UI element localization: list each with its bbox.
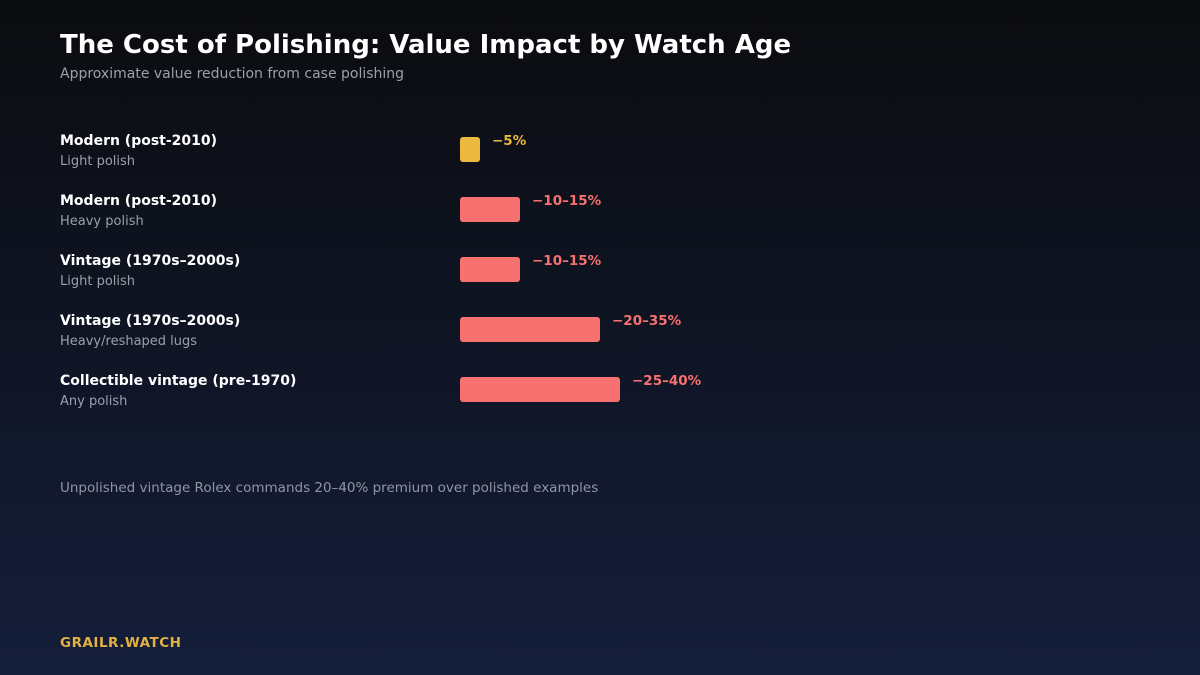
chart-bar [460,317,600,342]
chart-row: Collectible vintage (pre-1970) Any polish… [0,373,1200,413]
chart-bar [460,257,520,282]
category-detail-label: Heavy polish [60,214,144,229]
chart-bar [460,137,480,162]
category-label: Modern (post-2010) [60,133,218,149]
chart-bar [460,197,520,222]
chart-bar [460,377,620,402]
data-label: −10–15% [532,193,602,209]
chart-row: Vintage (1970s–2000s) Light polish −10–15% [0,253,1200,293]
data-label: −5% [492,133,527,149]
category-label: Vintage (1970s–2000s) [60,253,241,269]
category-label: Modern (post-2010) [60,193,218,209]
category-label: Vintage (1970s–2000s) [60,313,241,329]
chart-title: The Cost of Polishing: Value Impact by W… [60,30,792,60]
brand-logo-text: GRAILR.WATCH [60,635,182,651]
category-detail-label: Light polish [60,154,136,169]
chart-row: Vintage (1970s–2000s) Heavy/reshaped lugs… [0,313,1200,353]
chart-row: Modern (post-2010) Heavy polish −10–15% [0,193,1200,233]
category-detail-label: Any polish [60,394,128,409]
data-label: −10–15% [532,253,602,269]
data-label: −20–35% [612,313,682,329]
chart-subtitle: Approximate value reduction from case po… [60,66,405,82]
data-label: −25–40% [632,373,702,389]
category-detail-label: Heavy/reshaped lugs [60,334,198,349]
category-detail-label: Light polish [60,274,136,289]
category-label: Collectible vintage (pre-1970) [60,373,297,389]
chart-footnote: Unpolished vintage Rolex commands 20–40%… [60,480,599,496]
chart-row: Modern (post-2010) Light polish −5% [0,133,1200,173]
